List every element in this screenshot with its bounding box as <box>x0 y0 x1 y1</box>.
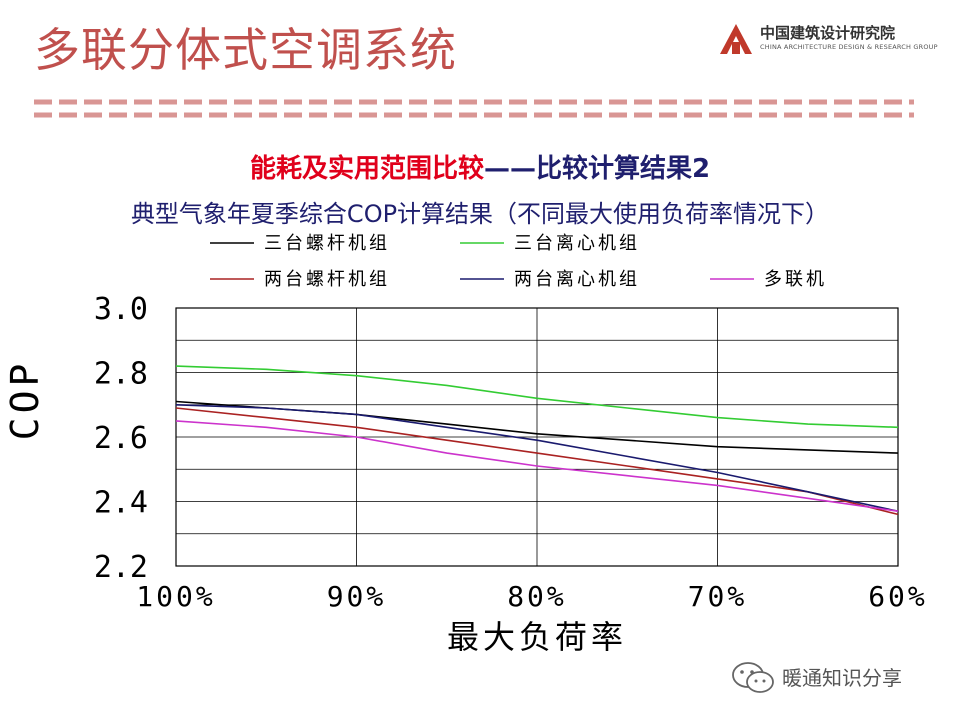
watermark: 暖通知识分享 <box>730 660 902 696</box>
y-axis-label: COP <box>3 360 47 441</box>
x-tick-label: 70% <box>688 580 748 613</box>
y-tick-label: 2.4 <box>94 486 148 521</box>
watermark-text: 暖通知识分享 <box>782 666 902 690</box>
y-tick-label: 2.6 <box>94 421 148 456</box>
legend-label: 两台螺杆机组 <box>264 269 390 290</box>
title-divider <box>34 99 914 118</box>
section-heading: 能耗及实用范围比较——比较计算结果2 <box>0 148 960 185</box>
series-line-4 <box>175 420 899 512</box>
logo: 中国建筑设计研究院 CHINA ARCHITECTURE DESIGN & RE… <box>718 22 938 60</box>
series-line-2 <box>175 407 899 516</box>
legend-label: 多联机 <box>764 269 827 290</box>
series-line-1 <box>175 365 899 429</box>
wechat-icon <box>732 662 774 693</box>
x-tick-label: 60% <box>868 580 928 613</box>
logo-mark-icon <box>720 24 752 54</box>
legend-label: 两台离心机组 <box>514 269 640 290</box>
y-tick-label: 3.0 <box>94 292 148 327</box>
y-tick-label: 2.8 <box>94 357 148 392</box>
series-line-3 <box>175 404 899 512</box>
logo-name-cn: 中国建筑设计研究院 <box>760 24 896 42</box>
y-tick-label: 2.2 <box>94 550 148 585</box>
legend-label: 三台螺杆机组 <box>264 233 390 254</box>
chart-caption: 典型气象年夏季综合COP计算结果（不同最大使用负荷率情况下） <box>130 200 830 228</box>
section-heading-blue: ——比较计算结果2 <box>483 154 711 184</box>
x-tick-label: 100% <box>136 580 215 613</box>
x-tick-label: 90% <box>327 580 387 613</box>
legend-label: 三台离心机组 <box>514 233 640 254</box>
slide-title: 多联分体式空调系统 <box>34 23 457 77</box>
x-axis-label: 最大负荷率 <box>447 618 627 656</box>
x-tick-label: 80% <box>507 580 567 613</box>
section-heading-red: 能耗及实用范围比较 <box>249 154 484 184</box>
logo-name-en: CHINA ARCHITECTURE DESIGN & RESEARCH GRO… <box>760 43 938 51</box>
